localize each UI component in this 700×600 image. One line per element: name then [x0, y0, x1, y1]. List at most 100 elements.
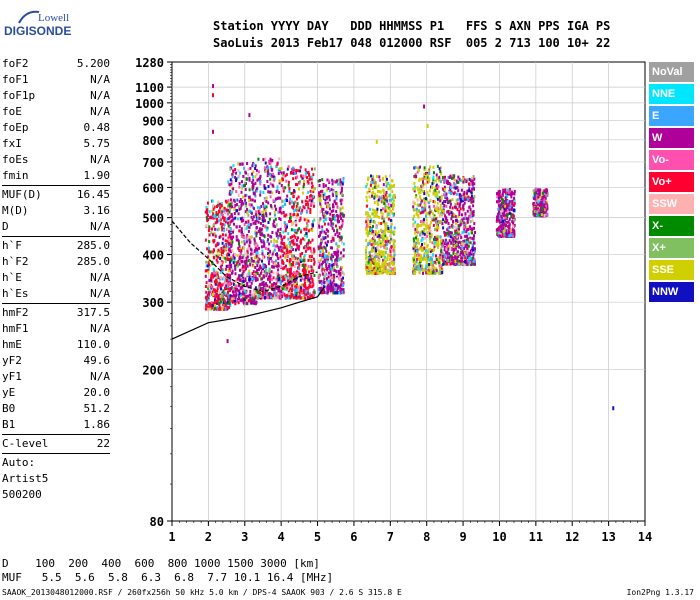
echo-point	[261, 252, 264, 256]
echo-point	[263, 197, 266, 201]
echo-point	[498, 204, 501, 208]
echo-point	[244, 265, 247, 269]
echo-point	[307, 291, 310, 295]
echo-point	[468, 189, 471, 193]
echo-point	[266, 295, 269, 299]
echo-point	[468, 257, 471, 260]
echo-point	[285, 294, 288, 298]
echo-point	[311, 201, 314, 205]
echo-point	[428, 255, 431, 259]
echo-point	[308, 198, 311, 202]
echo-point	[426, 254, 429, 258]
echo-point	[332, 180, 335, 183]
echo-point	[466, 247, 469, 250]
echo-point	[326, 288, 329, 292]
echo-point	[214, 271, 217, 275]
echo-point	[322, 207, 325, 211]
echo-point	[244, 170, 247, 174]
echo-point	[439, 267, 441, 271]
echo-point	[250, 299, 253, 303]
echo-point	[383, 202, 386, 205]
echo-point	[387, 182, 390, 185]
echo-point	[335, 273, 338, 277]
echo-point	[302, 288, 305, 292]
echo-point	[449, 209, 452, 213]
echo-point	[226, 293, 229, 297]
echo-point	[453, 174, 456, 178]
echo-point	[223, 206, 226, 210]
echo-point	[281, 199, 284, 203]
echo-point	[214, 234, 217, 238]
echo-point	[368, 271, 371, 275]
echo-point	[473, 222, 476, 226]
echo-point	[275, 165, 278, 168]
echo-point	[384, 198, 387, 202]
echo-point	[374, 259, 377, 263]
echo-point	[324, 232, 327, 235]
echo-point	[303, 218, 306, 222]
echo-point	[440, 242, 443, 246]
echo-point	[309, 240, 312, 244]
echo-point	[274, 197, 277, 201]
echo-point	[327, 222, 330, 226]
echo-point	[249, 296, 252, 300]
echo-point	[310, 255, 313, 259]
echo-point	[332, 203, 334, 207]
echo-point	[280, 241, 283, 245]
echo-point	[381, 177, 384, 181]
echo-point	[281, 242, 284, 246]
echo-point	[469, 179, 472, 183]
echo-point	[366, 268, 368, 272]
echo-point	[337, 285, 340, 289]
echo-point	[509, 204, 512, 208]
echo-point	[289, 218, 292, 222]
echo-point	[293, 271, 296, 275]
echo-point	[387, 227, 390, 230]
echo-point	[384, 228, 387, 232]
echo-point	[243, 294, 246, 298]
echo-point	[215, 299, 218, 303]
echo-point	[500, 215, 503, 219]
echo-point	[229, 268, 231, 272]
echo-point	[456, 253, 459, 256]
echo-point	[271, 283, 273, 287]
echo-point	[304, 168, 307, 172]
echo-point	[390, 209, 393, 213]
echo-point	[279, 255, 282, 259]
echo-point	[229, 178, 232, 182]
echo-point	[244, 277, 247, 281]
echo-point	[299, 206, 302, 210]
echo-point	[231, 215, 234, 219]
echo-point	[257, 286, 260, 290]
echo-point	[277, 268, 280, 272]
echo-point	[271, 207, 274, 211]
echo-point	[378, 190, 380, 193]
echo-point	[262, 240, 265, 244]
echo-point	[328, 198, 331, 202]
echo-point	[259, 295, 262, 298]
echo-point	[293, 189, 296, 193]
echo-point	[241, 285, 244, 289]
echo-point	[413, 214, 416, 218]
echo-point	[221, 297, 224, 301]
echo-point	[323, 275, 326, 279]
echo-point	[280, 171, 283, 175]
echo-point	[278, 217, 281, 220]
echo-point	[254, 295, 257, 299]
echo-point	[464, 260, 467, 263]
echo-point	[240, 247, 242, 251]
echo-point	[416, 228, 419, 232]
echo-point	[469, 211, 472, 215]
echo-point	[210, 231, 213, 235]
echo-point	[513, 198, 516, 202]
echo-point	[472, 186, 475, 190]
echo-point	[312, 223, 314, 227]
echo-point	[365, 212, 368, 215]
echo-point	[259, 190, 262, 194]
echo-point	[438, 178, 441, 181]
echo-point	[224, 273, 227, 277]
echo-point	[294, 284, 297, 288]
echo-point	[329, 279, 332, 283]
echo-point	[319, 233, 322, 237]
echo-point	[216, 274, 219, 278]
